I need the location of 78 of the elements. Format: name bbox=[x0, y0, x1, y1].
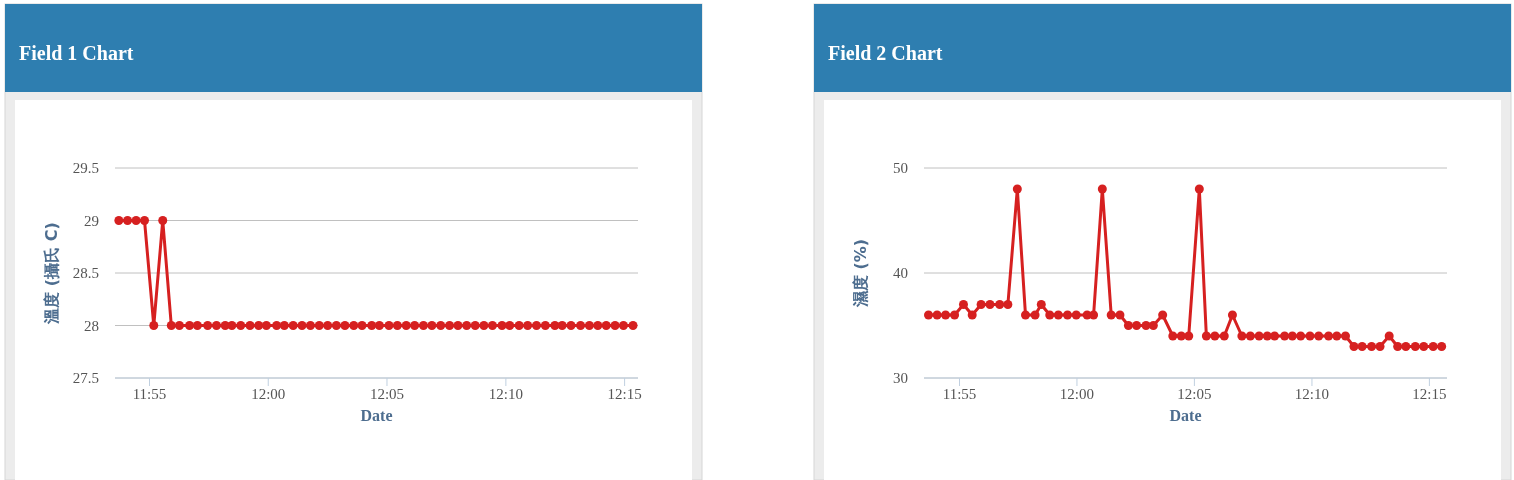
y-axis-title: 濕度 (%) bbox=[851, 238, 870, 309]
point bbox=[1184, 331, 1194, 341]
x-tick-label: 12:05 bbox=[369, 386, 405, 402]
y-tick-label: 50 bbox=[893, 160, 908, 176]
point bbox=[1003, 300, 1013, 309]
x-tick-label: 11:55 bbox=[942, 386, 977, 402]
x-tick-label: 12:00 bbox=[1059, 386, 1095, 402]
point bbox=[1410, 342, 1420, 351]
point bbox=[1053, 310, 1063, 320]
point bbox=[1201, 331, 1211, 341]
point bbox=[1305, 331, 1315, 341]
point bbox=[1324, 331, 1334, 341]
point bbox=[1158, 310, 1168, 320]
point bbox=[1437, 342, 1447, 351]
x-tick-label: 12:15 bbox=[607, 386, 642, 402]
point bbox=[924, 310, 934, 320]
point bbox=[1367, 342, 1377, 351]
point bbox=[1012, 184, 1022, 194]
point bbox=[1123, 321, 1133, 330]
point bbox=[1357, 342, 1367, 351]
point bbox=[1115, 310, 1125, 320]
point bbox=[1245, 331, 1255, 341]
y-tick-label: 30 bbox=[893, 370, 908, 386]
point bbox=[1132, 321, 1142, 330]
point bbox=[1254, 331, 1264, 341]
x-tick-label: 12:00 bbox=[251, 386, 286, 402]
point bbox=[1148, 321, 1158, 330]
point bbox=[1314, 331, 1324, 341]
point bbox=[1296, 331, 1306, 341]
point bbox=[950, 310, 960, 320]
point bbox=[1194, 184, 1204, 194]
x-tick-label: 12:05 bbox=[1177, 386, 1212, 402]
chart-title: Field 2 Chart bbox=[828, 42, 943, 64]
point bbox=[1393, 342, 1403, 351]
point bbox=[1045, 310, 1055, 320]
point bbox=[941, 310, 951, 320]
x-axis-title: Date bbox=[1169, 407, 1202, 424]
point bbox=[1063, 310, 1073, 320]
point bbox=[1349, 342, 1359, 351]
x-tick-label: 12:15 bbox=[1412, 386, 1447, 402]
y-tick-label: 29 bbox=[84, 212, 99, 229]
point bbox=[1030, 310, 1040, 320]
y-tick-label: 27.5 bbox=[72, 370, 99, 386]
point bbox=[1401, 342, 1411, 351]
y-axis-title: 溫度 (攝氏 C) bbox=[42, 222, 61, 325]
point bbox=[1097, 184, 1107, 194]
y-tick-label: 28 bbox=[84, 317, 99, 334]
point bbox=[1071, 310, 1081, 320]
point bbox=[1089, 310, 1099, 320]
point bbox=[976, 300, 986, 309]
point bbox=[1227, 310, 1237, 320]
point bbox=[958, 300, 968, 309]
point bbox=[1341, 331, 1350, 341]
point bbox=[1210, 331, 1220, 341]
point bbox=[995, 300, 1005, 309]
point bbox=[1419, 342, 1429, 351]
point bbox=[1106, 310, 1116, 320]
point bbox=[1384, 331, 1394, 341]
y-tick-label: 40 bbox=[893, 265, 908, 281]
x-tick-label: 12:10 bbox=[1294, 386, 1330, 402]
x-axis-title: Date bbox=[360, 407, 393, 424]
point bbox=[1428, 342, 1438, 351]
point bbox=[967, 310, 977, 320]
point bbox=[985, 300, 995, 309]
x-tick-label: 11:55 bbox=[132, 386, 167, 402]
point bbox=[1237, 331, 1247, 341]
point bbox=[932, 310, 942, 320]
point bbox=[1332, 331, 1342, 341]
point bbox=[1036, 300, 1046, 309]
point bbox=[1219, 331, 1229, 341]
y-tick-label: 29.5 bbox=[72, 160, 99, 176]
chart-title: Field 1 Chart bbox=[19, 42, 134, 64]
y-tick-label: 28.5 bbox=[72, 265, 99, 281]
point bbox=[1021, 310, 1030, 320]
point bbox=[1168, 331, 1178, 341]
x-tick-label: 12:10 bbox=[488, 386, 523, 402]
point bbox=[1375, 342, 1385, 351]
point bbox=[1270, 331, 1280, 341]
